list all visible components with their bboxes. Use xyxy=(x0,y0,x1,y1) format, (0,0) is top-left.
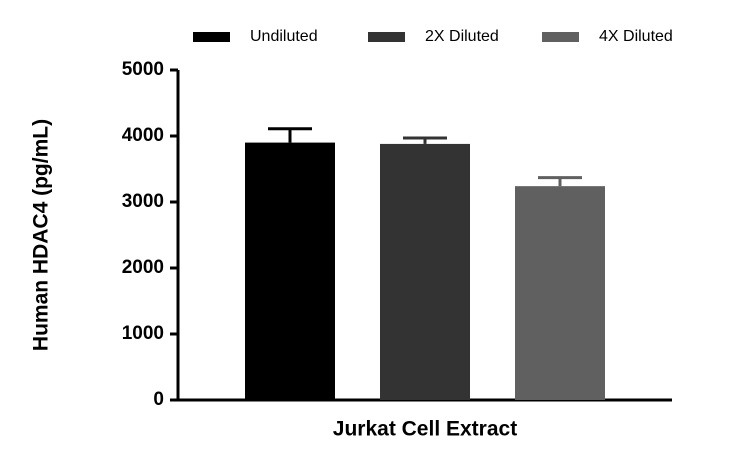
y-tick-label: 3000 xyxy=(122,191,164,212)
legend-swatch xyxy=(193,32,230,42)
bar xyxy=(380,143,470,401)
bar xyxy=(245,142,335,400)
y-tick-label: 0 xyxy=(153,389,164,410)
error-bar xyxy=(403,136,447,144)
error-bar xyxy=(268,127,312,143)
bar xyxy=(515,186,605,400)
y-tick-label: 4000 xyxy=(122,125,164,146)
y-tick-label: 1000 xyxy=(122,323,164,344)
legend-label: Undiluted xyxy=(250,28,318,45)
y-axis-title: Human HDAC4 (pg/mL) xyxy=(30,119,53,351)
legend-swatch xyxy=(542,32,579,42)
legend-swatch xyxy=(368,32,405,42)
x-category-label: Jurkat Cell Extract xyxy=(333,418,517,441)
legend-label: 4X Diluted xyxy=(599,28,673,45)
legend-label: 2X Diluted xyxy=(425,28,499,45)
error-bar xyxy=(538,176,582,187)
y-tick-label: 2000 xyxy=(122,257,164,278)
y-tick-label: 5000 xyxy=(122,59,164,80)
